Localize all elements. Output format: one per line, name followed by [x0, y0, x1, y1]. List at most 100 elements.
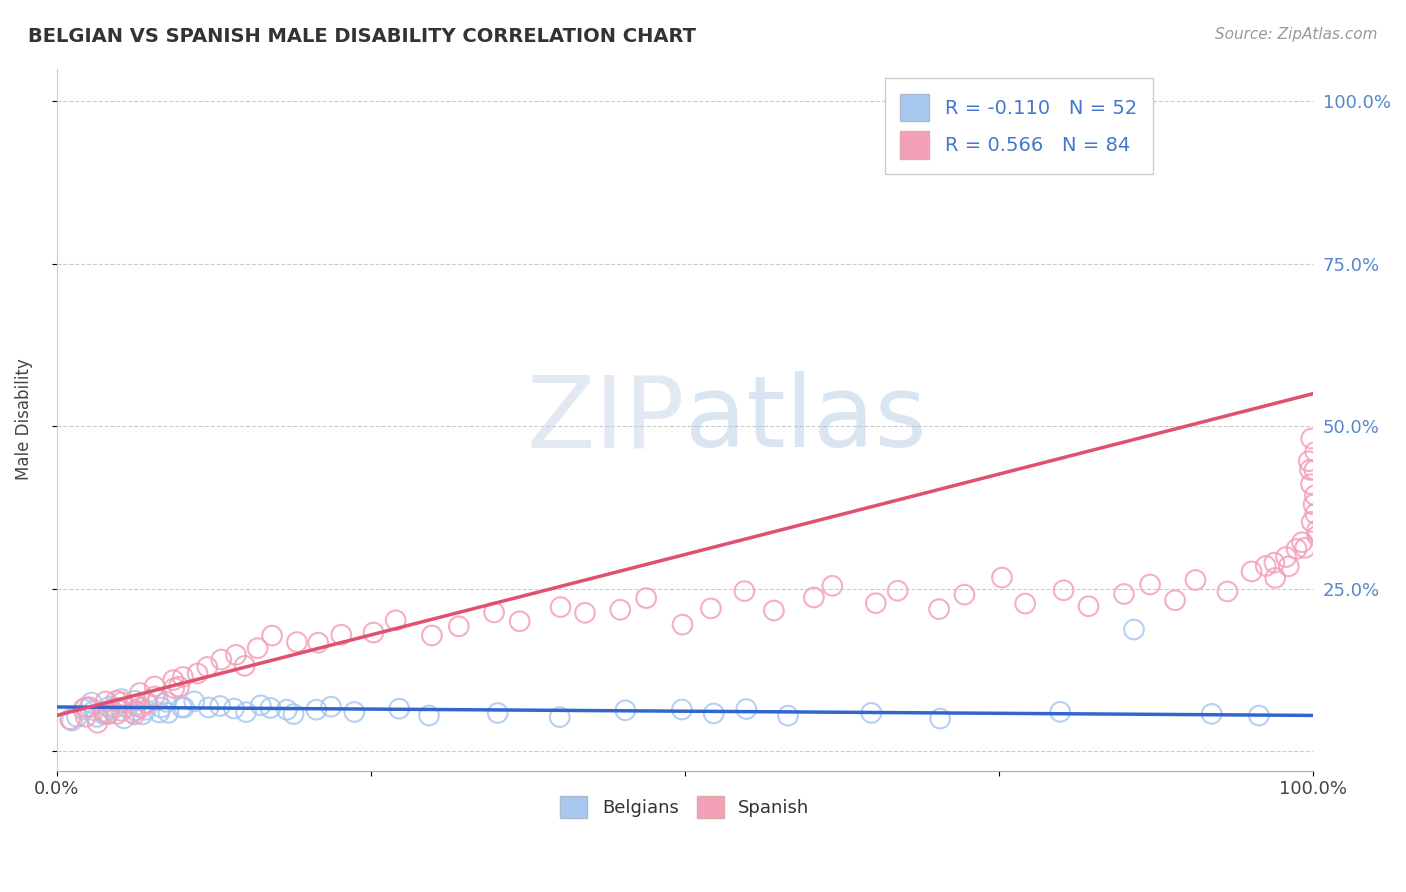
Point	[110, 704, 132, 718]
Point	[173, 700, 195, 714]
Point	[482, 606, 505, 620]
Point	[330, 628, 353, 642]
Point	[143, 690, 166, 704]
Point	[1301, 515, 1323, 529]
Point	[1112, 587, 1135, 601]
Point	[246, 641, 269, 656]
Point	[700, 601, 723, 615]
Point	[112, 711, 135, 725]
Point	[1303, 445, 1326, 459]
Point	[259, 701, 281, 715]
Point	[135, 703, 157, 717]
Point	[609, 603, 631, 617]
Point	[762, 603, 785, 617]
Point	[233, 658, 256, 673]
Point	[79, 700, 101, 714]
Point	[1285, 541, 1308, 556]
Point	[146, 693, 169, 707]
Text: ZIP: ZIP	[527, 371, 685, 468]
Point	[776, 708, 799, 723]
Point	[124, 694, 146, 708]
Point	[124, 698, 146, 713]
Point	[60, 714, 83, 728]
Point	[86, 710, 108, 724]
Point	[319, 699, 342, 714]
Point	[135, 696, 157, 710]
Point	[170, 700, 193, 714]
Point	[197, 700, 219, 714]
Point	[703, 706, 725, 721]
Point	[953, 588, 976, 602]
Point	[75, 710, 97, 724]
Point	[131, 707, 153, 722]
Point	[96, 707, 118, 722]
Point	[991, 570, 1014, 584]
Point	[162, 673, 184, 687]
Point	[105, 693, 128, 707]
Point	[614, 703, 637, 717]
Point	[1077, 599, 1099, 614]
Y-axis label: Male Disability: Male Disability	[15, 359, 32, 481]
Point	[928, 602, 950, 616]
Point	[276, 703, 298, 717]
Point	[1306, 529, 1329, 543]
Point	[1014, 597, 1036, 611]
Point	[929, 712, 952, 726]
Point	[124, 707, 146, 722]
Point	[803, 591, 825, 605]
Point	[1303, 488, 1326, 502]
Point	[285, 635, 308, 649]
Point	[163, 681, 186, 695]
Point	[1275, 549, 1298, 564]
Point	[671, 702, 693, 716]
Point	[1201, 706, 1223, 721]
Point	[80, 696, 103, 710]
Point	[115, 700, 138, 714]
Point	[167, 680, 190, 694]
Point	[886, 583, 908, 598]
Point	[183, 694, 205, 708]
Point	[209, 698, 232, 713]
Point	[98, 699, 121, 714]
Point	[384, 613, 406, 627]
Point	[343, 705, 366, 719]
Point	[671, 617, 693, 632]
Text: BELGIAN VS SPANISH MALE DISABILITY CORRELATION CHART: BELGIAN VS SPANISH MALE DISABILITY CORRE…	[28, 27, 696, 45]
Point	[733, 584, 755, 599]
Point	[1139, 577, 1161, 591]
Point	[1254, 559, 1277, 574]
Point	[155, 695, 177, 709]
Point	[209, 652, 232, 666]
Point	[1302, 498, 1324, 512]
Point	[363, 625, 385, 640]
Point	[1301, 432, 1323, 446]
Point	[195, 660, 218, 674]
Point	[1305, 507, 1327, 521]
Point	[1306, 523, 1329, 537]
Text: Source: ZipAtlas.com: Source: ZipAtlas.com	[1215, 27, 1378, 42]
Point	[636, 591, 658, 605]
Point	[821, 579, 844, 593]
Point	[1247, 708, 1270, 723]
Point	[1264, 571, 1286, 585]
Point	[249, 698, 271, 713]
Point	[1184, 573, 1206, 587]
Point	[305, 703, 328, 717]
Point	[148, 706, 170, 720]
Point	[1278, 559, 1301, 574]
Point	[1299, 477, 1322, 491]
Point	[1052, 583, 1074, 598]
Point	[1123, 623, 1146, 637]
Point	[235, 705, 257, 719]
Point	[93, 707, 115, 722]
Point	[1263, 556, 1285, 570]
Point	[94, 694, 117, 708]
Point	[865, 596, 887, 610]
Point	[1299, 463, 1322, 477]
Point	[104, 700, 127, 714]
Point	[143, 680, 166, 694]
Point	[136, 696, 159, 710]
Point	[1240, 565, 1263, 579]
Point	[307, 636, 329, 650]
Point	[129, 686, 152, 700]
